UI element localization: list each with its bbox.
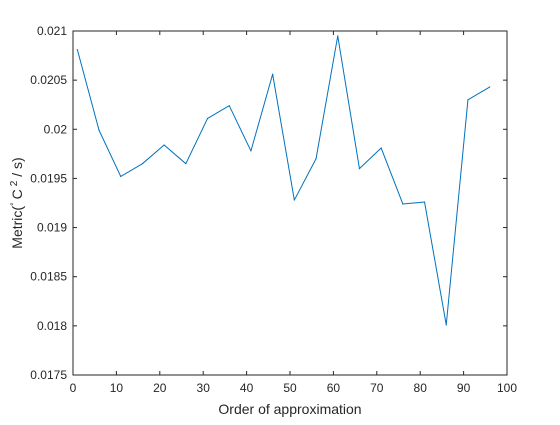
data-point bbox=[445, 324, 447, 326]
data-point bbox=[250, 150, 252, 152]
y-tick-label: 0.019 bbox=[37, 221, 67, 235]
x-axis-title: Order of approximation bbox=[218, 401, 361, 417]
x-tick-label: 20 bbox=[153, 381, 167, 395]
y-tick-label: 0.0195 bbox=[30, 171, 67, 185]
x-tick-label: 50 bbox=[283, 381, 297, 395]
data-point bbox=[120, 175, 122, 178]
y-axis-title-prefix: Metric( bbox=[9, 206, 25, 249]
data-point bbox=[185, 163, 187, 165]
y-tick-label: 0.0185 bbox=[30, 270, 67, 284]
y-tick-label: 0.018 bbox=[37, 319, 67, 333]
data-point bbox=[98, 129, 100, 131]
x-tick-label: 10 bbox=[110, 381, 124, 395]
data-point bbox=[228, 105, 230, 107]
data-point bbox=[337, 35, 339, 37]
x-tick-label: 100 bbox=[497, 381, 517, 395]
data-point bbox=[358, 168, 361, 170]
data-point bbox=[141, 163, 144, 165]
y-tick-label: 0.0205 bbox=[30, 73, 67, 87]
data-point bbox=[206, 117, 209, 120]
data-point bbox=[489, 86, 491, 88]
y-tick-label: 0.0175 bbox=[30, 368, 67, 382]
y-axis-ticks: 0.0175 0.018 0.0185 0.019 0.0195 0.02 0.0205 0.… bbox=[30, 24, 507, 382]
x-tick-label: 80 bbox=[414, 381, 428, 395]
x-tick-label: 90 bbox=[457, 381, 471, 395]
series-line bbox=[76, 35, 490, 326]
data-point bbox=[402, 203, 404, 205]
data-point bbox=[163, 144, 165, 146]
data-point bbox=[293, 199, 295, 201]
x-tick-label: 30 bbox=[197, 381, 211, 395]
plot-area bbox=[73, 31, 507, 375]
axes-box bbox=[72, 30, 508, 376]
data-point bbox=[272, 73, 274, 75]
data-point bbox=[467, 99, 469, 101]
y-tick-label: 0.02 bbox=[44, 122, 68, 136]
x-tick-label: 0 bbox=[70, 381, 77, 395]
data-point bbox=[76, 49, 78, 51]
y-axis-title-suffix: / s) bbox=[9, 157, 25, 180]
x-tick-label: 40 bbox=[240, 381, 254, 395]
x-tick-label: 70 bbox=[370, 381, 384, 395]
x-tick-label: 60 bbox=[327, 381, 341, 395]
data-point bbox=[380, 147, 382, 149]
x-axis-ticks: 0 10 20 30 40 50 60 70 80 90 100 bbox=[70, 31, 517, 395]
y-axis-title-unit: C bbox=[9, 189, 25, 199]
series-layer bbox=[76, 35, 491, 326]
data-point bbox=[315, 158, 317, 160]
y-axis-title: Metric(° C 2 / s) bbox=[9, 157, 26, 248]
y-axis-title-degree: ° bbox=[9, 202, 19, 206]
y-axis-title-exponent: 2 bbox=[9, 180, 20, 186]
data-point bbox=[423, 201, 426, 203]
y-tick-label: 0.021 bbox=[37, 24, 67, 38]
